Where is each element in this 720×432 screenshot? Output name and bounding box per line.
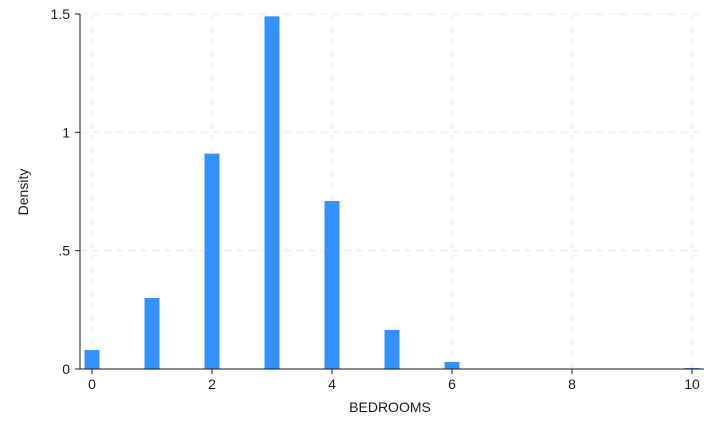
histogram-bar (444, 361, 460, 369)
y-ticks: 0 .5 1 1.5 (51, 6, 80, 377)
x-ticks: 0 2 4 6 8 10 (88, 369, 700, 392)
axes (79, 14, 704, 370)
histogram-bar (264, 16, 280, 369)
y-axis-title: Density (15, 169, 31, 216)
x-tick-label: 8 (568, 376, 576, 392)
y-tick-label: 0 (62, 361, 70, 377)
histogram-bar (204, 153, 220, 369)
bars (84, 16, 700, 369)
x-tick-label: 4 (328, 376, 336, 392)
histogram-bar (84, 350, 100, 369)
histogram-bar (384, 329, 400, 369)
x-axis-title: BEDROOMS (349, 399, 431, 415)
x-tick-label: 6 (448, 376, 456, 392)
x-tick-label: 0 (88, 376, 96, 392)
y-tick-label: 1.5 (51, 6, 71, 22)
histogram-bar (324, 200, 340, 369)
histogram-bar (144, 298, 160, 369)
x-tick-label: 2 (208, 376, 216, 392)
y-tick-label: .5 (58, 243, 70, 259)
y-tick-label: 1 (62, 124, 70, 140)
x-tick-label: 10 (684, 376, 700, 392)
grid (80, 13, 704, 369)
